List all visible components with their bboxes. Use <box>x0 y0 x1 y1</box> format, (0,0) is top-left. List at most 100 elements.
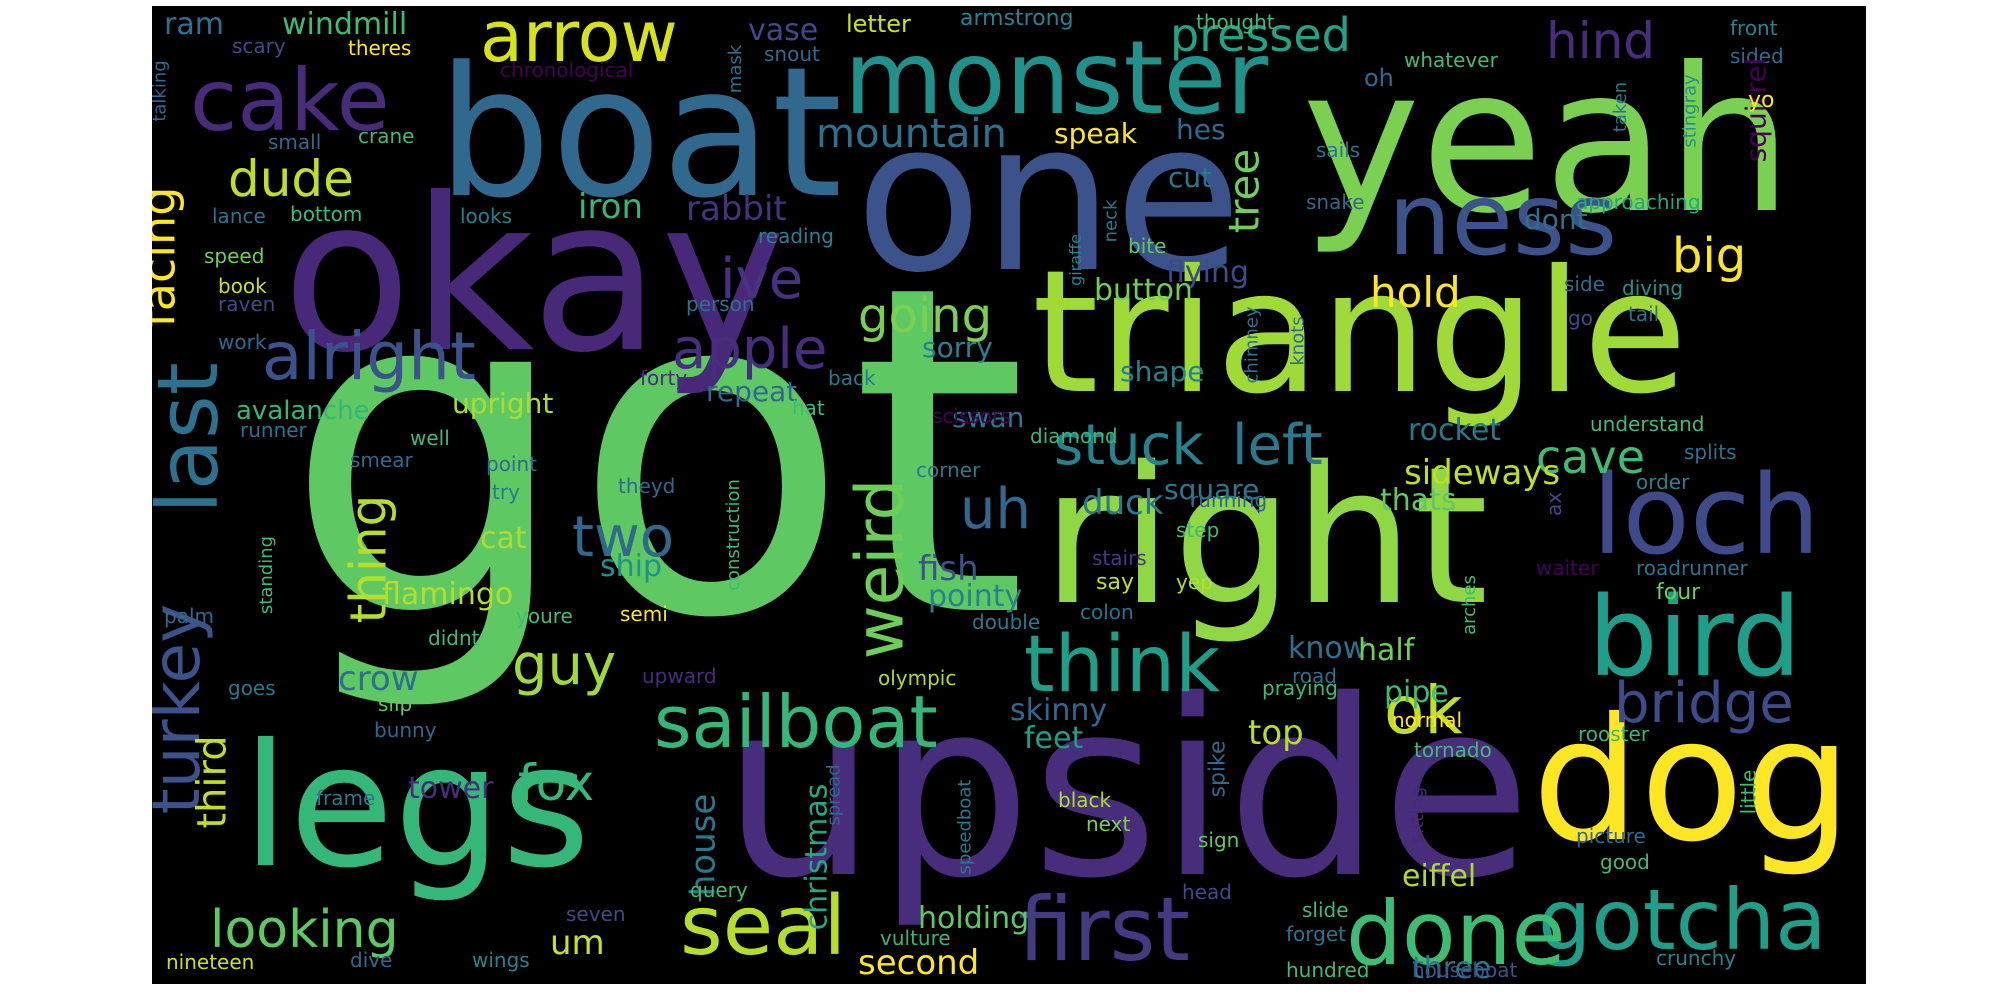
word-tornado: tornado <box>1414 738 1492 762</box>
word-say: say <box>1096 570 1134 595</box>
word-windmill: windmill <box>282 7 408 42</box>
word-nineteen: nineteen <box>166 950 255 974</box>
word-mountain: mountain <box>816 111 1007 157</box>
word-praying: praying <box>1262 676 1338 700</box>
word-order: order <box>1636 470 1690 494</box>
word-shape: shape <box>1120 355 1205 388</box>
word-cat: cat <box>480 521 527 556</box>
word-road: road <box>1292 664 1337 688</box>
word-speedboat: speedboat <box>954 779 976 875</box>
word-fish: fish <box>918 549 979 589</box>
word-spike: spike <box>1205 740 1231 798</box>
word-facing: facing <box>152 186 186 328</box>
word-vulture: vulture <box>880 926 951 950</box>
word-tree: tree <box>1219 148 1269 234</box>
word-frame: frame <box>316 786 376 810</box>
word-holding: holding <box>918 901 1030 936</box>
word-flying: flying <box>1166 255 1250 290</box>
word-going: going <box>858 288 993 344</box>
word-snake: snake <box>1306 190 1365 214</box>
word-semi: semi <box>620 602 668 626</box>
word-upward: upward <box>642 664 717 688</box>
word-weird: weird <box>841 478 919 660</box>
word-reading: reading <box>758 224 834 248</box>
word-square: square <box>1164 473 1260 506</box>
word-looks: looks <box>460 204 513 228</box>
word-cake: cake <box>190 51 390 151</box>
word-didnt: didnt <box>428 626 480 650</box>
word-cave: cave <box>1536 430 1646 484</box>
word-armstrong: armstrong <box>960 6 1074 31</box>
word-spread: spread <box>823 764 845 826</box>
word-speak: speak <box>1054 117 1137 150</box>
word-double: double <box>972 610 1041 634</box>
word-gotcha: gotcha <box>1538 871 1827 969</box>
word-one: one <box>855 77 1243 319</box>
word-eiffel: eiffel <box>1402 859 1477 894</box>
word-arches: arches <box>1458 575 1480 635</box>
word-duck: duck <box>1082 483 1164 523</box>
word-top: top <box>1248 713 1304 753</box>
word-try: try <box>492 480 520 504</box>
word-neck: neck <box>1100 199 1122 243</box>
word-normal: normal <box>1392 708 1463 732</box>
word-vase: vase <box>748 13 819 48</box>
word-crunchy: crunchy <box>1656 946 1737 970</box>
word-hat: hat <box>792 396 825 420</box>
word-yep: yep <box>1176 570 1213 594</box>
word-slip: slip <box>378 692 413 716</box>
word-seven: seven <box>566 902 626 926</box>
word-triangle: triangle <box>1032 234 1688 432</box>
word-big: big <box>1672 228 1747 284</box>
word-good: good <box>1600 850 1650 874</box>
word-rocket: rocket <box>1408 413 1502 448</box>
word-sideways: sideways <box>1404 453 1561 493</box>
word-slide: slide <box>1302 898 1349 922</box>
word-ness: ness <box>1388 161 1618 278</box>
word-crane: crane <box>358 124 415 148</box>
word-sorry: sorry <box>922 331 993 364</box>
word-button: button <box>1094 273 1193 308</box>
word-sided: sided <box>1730 44 1784 68</box>
word-black: black <box>1058 788 1112 812</box>
word-half: half <box>1358 633 1415 668</box>
word-mask: mask <box>725 44 747 94</box>
word-repeat: repeat <box>706 375 798 408</box>
word-front: front <box>1730 16 1778 40</box>
word-forget: forget <box>1286 922 1346 946</box>
word-query: query <box>690 878 748 902</box>
word-okay: okay <box>282 152 787 399</box>
word-cut: cut <box>1168 161 1213 194</box>
word-speed: speed <box>204 244 265 268</box>
word-splits: splits <box>1684 440 1737 464</box>
word-forty: forty <box>640 366 688 390</box>
word-pointy: pointy <box>928 579 1023 614</box>
word-smear: smear <box>350 448 413 472</box>
word-sails: sails <box>1316 138 1361 162</box>
word-pressed: pressed <box>1170 8 1351 62</box>
word-tail: tail <box>1628 302 1660 326</box>
word-corner: corner <box>916 458 981 482</box>
word-little: little <box>1736 769 1761 815</box>
word-fox: fox <box>518 754 595 812</box>
word-seal: seal <box>680 879 847 974</box>
word-done: done <box>1346 882 1566 984</box>
word-person: person <box>686 292 755 316</box>
word-upside: upside <box>722 648 1532 932</box>
word-understand: understand <box>1590 412 1705 436</box>
word-flamingo: flamingo <box>382 577 514 612</box>
word-legs: legs <box>242 708 591 906</box>
word-avalanche: avalanche <box>236 396 370 426</box>
word-ship: ship <box>600 549 663 584</box>
word-sailboat: sailboat <box>654 680 938 764</box>
word-scary: scary <box>232 34 286 58</box>
word-dont: dont <box>1524 203 1588 236</box>
word-roadrunner: roadrunner <box>1636 556 1748 580</box>
word-second: second <box>858 943 980 983</box>
word-snout: snout <box>764 42 820 66</box>
word-diving: diving <box>1622 276 1684 300</box>
word-go: go <box>1568 306 1593 330</box>
word-knots: knots <box>1287 316 1309 366</box>
word-arrow: arrow <box>480 6 678 78</box>
word-swan: swan <box>952 401 1025 434</box>
